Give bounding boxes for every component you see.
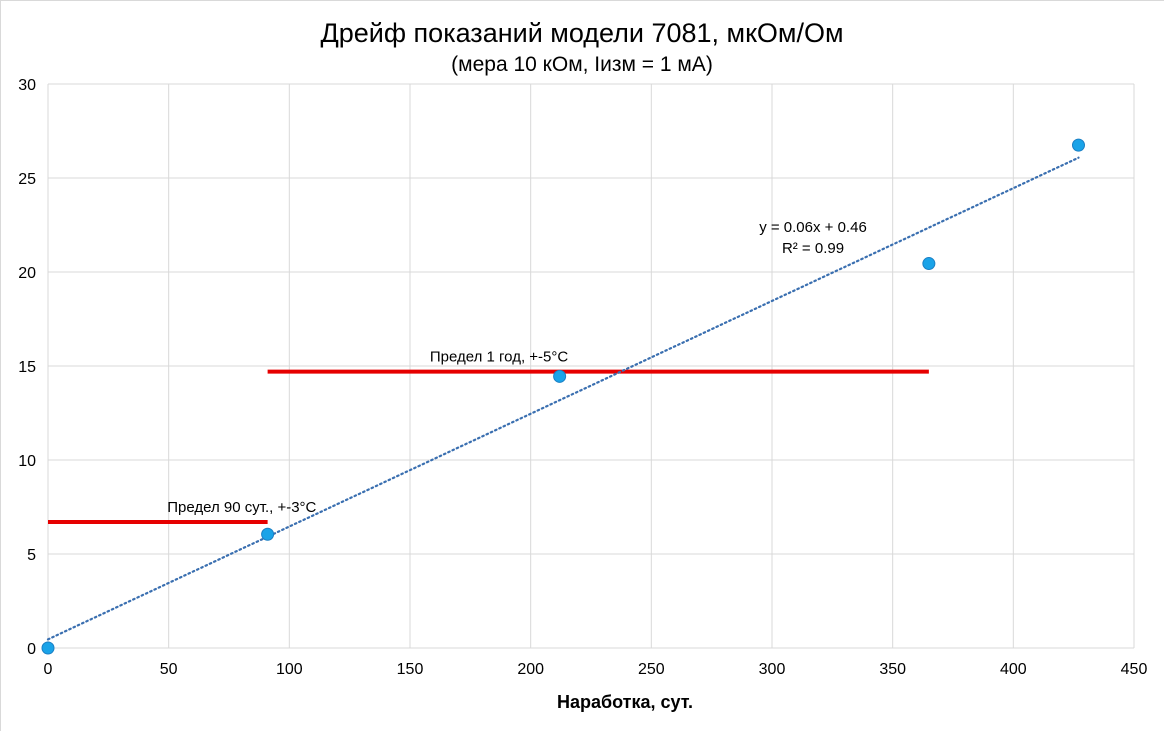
data-points [41, 138, 1085, 655]
x-tick-label-8: 400 [1000, 661, 1027, 678]
x-tick-label-3: 150 [397, 661, 424, 678]
x-tick-label-0: 0 [44, 661, 53, 678]
gridlines [47, 83, 1135, 649]
data-point-0-3 [922, 257, 936, 271]
data-point-0-1 [261, 527, 275, 541]
x-axis-label: Наработка, сут. [557, 692, 693, 712]
limit-label-0: Предел 90 сут., +-3°C [167, 499, 316, 516]
x-tick-label-4: 200 [517, 661, 544, 678]
x-tick-label-7: 350 [879, 661, 906, 678]
data-point-0-4 [1071, 138, 1085, 152]
x-tick-label-9: 450 [1121, 661, 1148, 678]
data-point-0-0 [41, 641, 55, 655]
chart-title: Дрейф показаний модели 7081, мкОм/Ом [320, 18, 844, 48]
trendline-equation: y = 0.06x + 0.46 [759, 219, 867, 236]
trendline [46, 156, 1080, 641]
chart-subtitle: (мера 10 кОм, Iизм = 1 мА) [451, 53, 713, 76]
y-tick-label-2: 10 [18, 453, 36, 470]
trendline-r2: R² = 0.99 [782, 240, 844, 257]
y-tick-label-4: 20 [18, 265, 36, 282]
y-tick-label-0: 0 [27, 641, 36, 658]
limit-label-1: Предел 1 год, +-5°C [430, 349, 569, 366]
x-tick-label-6: 300 [759, 661, 786, 678]
y-tick-label-5: 25 [18, 171, 36, 188]
y-tick-label-6: 30 [18, 77, 36, 94]
x-tick-label-2: 100 [276, 661, 303, 678]
annotations: Предел 90 сут., +-3°C Предел 1 год, +-5°C… [167, 219, 867, 516]
data-point-0-2 [553, 369, 567, 383]
trendline-group [46, 156, 1080, 641]
y-tick-label-3: 15 [18, 359, 36, 376]
x-tick-label-5: 250 [638, 661, 665, 678]
y-tick-label-1: 5 [27, 547, 36, 564]
tick-labels: 0 50 100 150 200 250 300 350 400 450 0 5 10 15 20 25 30 [18, 77, 1147, 678]
limit-lines [48, 369, 929, 525]
x-tick-label-1: 50 [160, 661, 178, 678]
